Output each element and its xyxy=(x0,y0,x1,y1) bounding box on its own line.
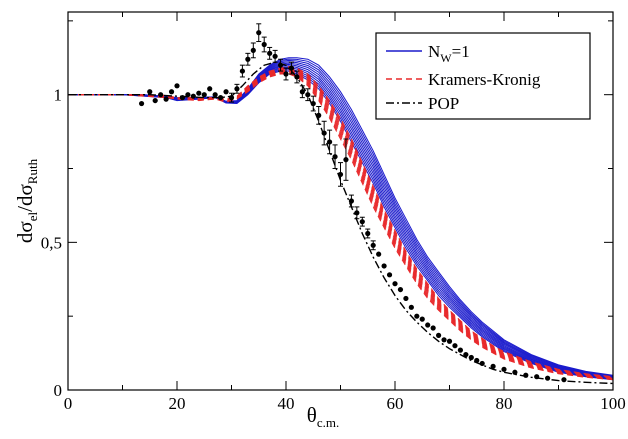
x-tick-label: 60 xyxy=(387,394,404,413)
data-point xyxy=(337,171,344,178)
legend-box xyxy=(375,32,591,120)
data-point xyxy=(365,230,371,237)
axis-ticks: 0 20 40 60 80 100 0 0,5 1 xyxy=(41,12,626,413)
data-point xyxy=(441,337,447,343)
y-tick-label: 0,5 xyxy=(41,233,62,252)
data-point xyxy=(463,351,469,358)
data-point xyxy=(397,286,404,293)
data-point xyxy=(174,83,180,89)
data-point xyxy=(138,100,145,107)
data-point xyxy=(490,363,496,369)
data-point xyxy=(408,304,414,310)
data-point xyxy=(163,96,169,102)
data-point xyxy=(512,369,518,375)
data-point xyxy=(327,139,333,145)
data-point xyxy=(234,86,240,92)
x-tick-label: 40 xyxy=(278,394,295,413)
data-point xyxy=(207,86,213,92)
data-point xyxy=(239,68,245,74)
data-point xyxy=(158,92,164,98)
data-point xyxy=(457,347,463,353)
data-point xyxy=(359,219,365,225)
x-axis-label: θc.m. xyxy=(307,403,339,430)
data-point xyxy=(190,93,196,99)
data-point xyxy=(288,65,295,71)
data-point xyxy=(414,313,420,319)
data-point xyxy=(479,360,485,367)
data-point xyxy=(185,92,191,98)
data-point xyxy=(201,92,207,98)
data-point xyxy=(446,338,453,344)
data-point xyxy=(179,95,186,101)
data-point xyxy=(501,366,507,372)
data-point xyxy=(436,332,442,338)
data-point xyxy=(425,322,431,328)
series-1-band-line xyxy=(68,68,613,379)
legend-label-pop: POP xyxy=(428,94,459,113)
data-point xyxy=(223,89,229,95)
y-axis-label-part: /dσ xyxy=(13,184,37,212)
legend: NW=1 Kramers-Kronig POP xyxy=(375,32,591,120)
data-point xyxy=(316,112,322,118)
y-axis-label: dσel/dσRuth xyxy=(13,158,40,243)
data-point xyxy=(250,47,256,53)
data-point xyxy=(212,92,218,98)
data-point xyxy=(430,325,436,331)
series-1-band-line xyxy=(68,73,613,381)
y-axis-label-sub: Ruth xyxy=(25,158,40,184)
data-point xyxy=(381,263,387,269)
y-axis-label-part: dσ xyxy=(13,221,37,243)
x-tick-label: 100 xyxy=(600,394,626,413)
data-point xyxy=(332,154,338,160)
data-point xyxy=(196,90,202,96)
data-point xyxy=(256,30,262,36)
data-point xyxy=(228,95,235,101)
data-point xyxy=(272,53,278,59)
data-point xyxy=(152,97,158,104)
legend-label-kk: Kramers-Kronig xyxy=(428,70,541,89)
data-point xyxy=(218,95,224,101)
data-point xyxy=(534,374,540,380)
data-point xyxy=(299,89,305,95)
data-point xyxy=(545,375,551,381)
data-point xyxy=(392,281,398,287)
y-tick-label: 1 xyxy=(54,86,63,105)
legend-label-nw: NW=1 xyxy=(428,42,470,65)
data-point xyxy=(245,56,251,62)
data-point xyxy=(294,74,300,80)
data-point xyxy=(523,372,529,378)
data-point xyxy=(267,50,273,56)
data-point xyxy=(474,357,480,364)
data-point xyxy=(561,377,567,383)
data-point xyxy=(147,89,153,95)
series-1-band-line xyxy=(68,69,613,379)
data-point xyxy=(386,272,393,278)
data-point xyxy=(354,210,360,216)
data-point xyxy=(305,92,311,98)
data-point xyxy=(343,157,349,163)
data-point xyxy=(261,41,267,48)
data-point xyxy=(168,89,175,95)
data-point xyxy=(452,343,458,349)
data-point xyxy=(283,71,289,77)
x-tick-label: 80 xyxy=(496,394,513,413)
data-point xyxy=(321,130,327,136)
data-point xyxy=(348,198,354,204)
data-point xyxy=(370,242,376,248)
data-point xyxy=(277,62,284,68)
data-point xyxy=(403,295,409,302)
data-points xyxy=(138,23,567,383)
data-point xyxy=(468,354,474,361)
x-tick-label: 20 xyxy=(169,394,186,413)
data-point xyxy=(310,100,316,107)
data-point xyxy=(376,251,382,257)
x-tick-label: 0 xyxy=(64,394,73,413)
y-axis-label-sub: el xyxy=(25,211,40,221)
y-tick-label: 0 xyxy=(54,381,63,400)
data-point xyxy=(419,316,425,322)
